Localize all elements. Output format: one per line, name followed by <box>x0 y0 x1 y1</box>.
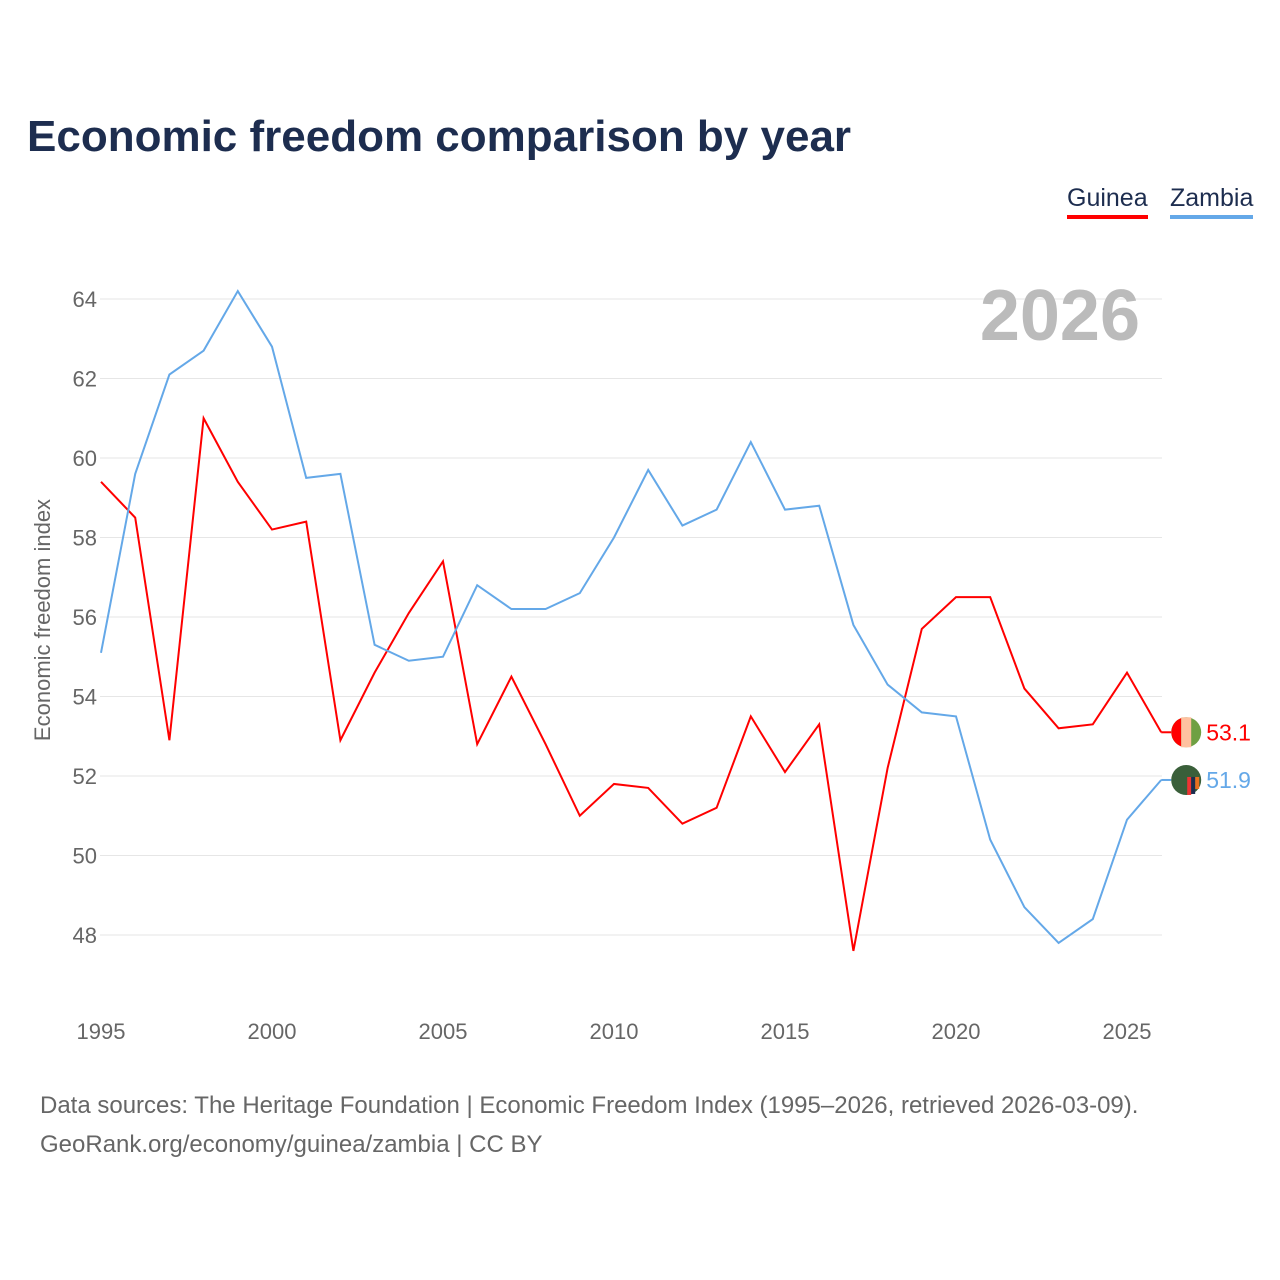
x-tick-label: 2005 <box>419 1019 468 1044</box>
x-tick-label: 2025 <box>1103 1019 1152 1044</box>
y-tick-label: 62 <box>73 367 97 392</box>
y-tick-label: 56 <box>73 605 97 630</box>
y-tick-label: 60 <box>73 446 97 471</box>
chart-area: 48 50 52 54 56 58 60 62 64 1995 2000 2005 2010 2015 20… <box>30 276 1251 1044</box>
y-tick-label: 58 <box>73 526 97 551</box>
x-tick-label: 1995 <box>77 1019 126 1044</box>
series-line-guinea <box>100 414 1163 952</box>
legend-guinea[interactable]: Guinea <box>1067 184 1148 219</box>
flag-part <box>1187 776 1192 795</box>
chart-title: Economic freedom comparison by year <box>27 112 852 161</box>
y-tick-label: 54 <box>73 685 97 710</box>
flag-part <box>1171 718 1182 747</box>
source-link[interactable]: GeoRank.org/economy/guinea/zambia | CC B… <box>40 1131 543 1158</box>
footer: Data sources: The Heritage Foundation | … <box>40 1086 1138 1164</box>
x-tick-label: 2020 <box>932 1019 981 1044</box>
series-line-zambia <box>100 289 1162 945</box>
flag-part <box>1191 776 1196 794</box>
y-axis-label: Economic freedom index <box>30 499 55 741</box>
end-value-label: 51.9 <box>1206 767 1251 793</box>
end-value-label: 53.1 <box>1206 719 1251 745</box>
x-tick-label: 2015 <box>761 1019 810 1044</box>
x-tick-label: 2000 <box>248 1019 297 1044</box>
x-tick-label: 2010 <box>590 1019 639 1044</box>
legend-zambia[interactable]: Zambia <box>1170 184 1254 219</box>
y-tick-label: 48 <box>73 923 97 948</box>
flag-part <box>1181 717 1192 748</box>
year-watermark: 2026 <box>980 276 1140 356</box>
y-tick-label: 64 <box>73 287 97 312</box>
y-tick-label: 52 <box>73 764 97 789</box>
y-tick-label: 50 <box>73 844 97 869</box>
flag-part <box>1195 776 1200 789</box>
data-sources: Data sources: The Heritage Foundation | … <box>40 1092 1139 1119</box>
